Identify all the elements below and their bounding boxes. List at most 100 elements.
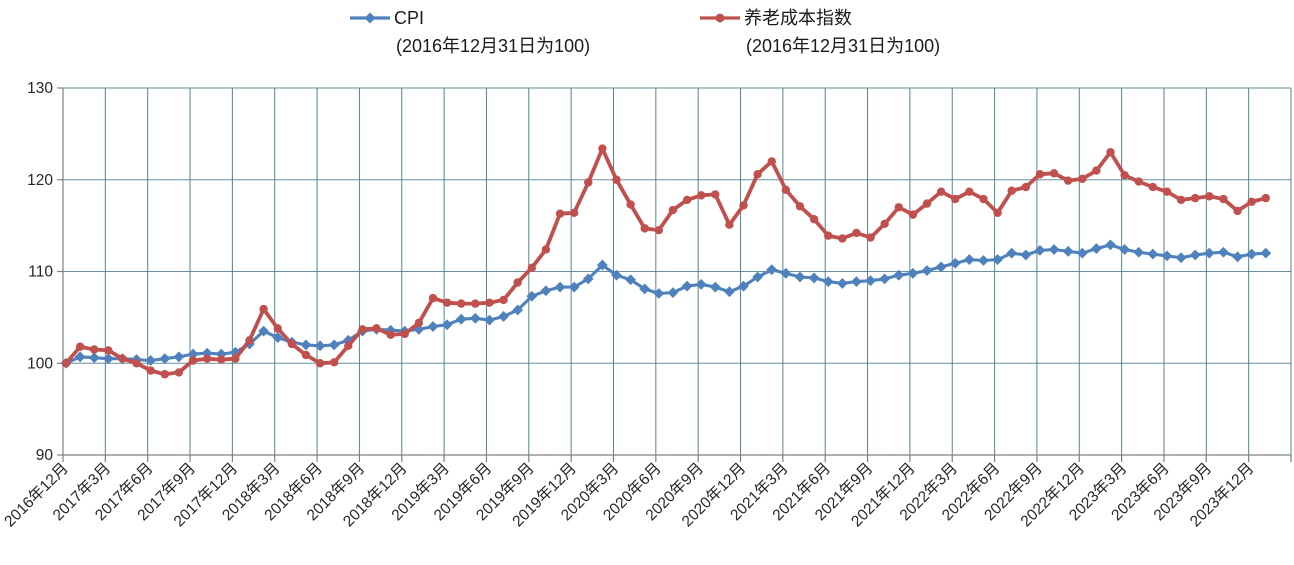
pension-data-point [739, 201, 748, 210]
cpi-data-point [469, 312, 481, 324]
x-axis-labels: 2016年12月2017年3月2017年6月2017年9月2017年12月201… [1, 459, 1258, 530]
cpi-data-point [582, 273, 594, 285]
cpi-data-point [709, 281, 721, 293]
pension-data-point [838, 234, 847, 243]
pension-data-point [682, 195, 692, 205]
cpi-data-point [1232, 251, 1243, 263]
pension-data-point [1247, 197, 1256, 206]
pension-data-point [866, 233, 875, 242]
cpi-data-point [328, 339, 340, 351]
pension-data-point [598, 144, 607, 153]
cpi-data-point [822, 276, 834, 287]
pension-data-point [696, 191, 706, 200]
pension-data-point [301, 350, 311, 360]
pension-data-point [527, 263, 536, 273]
pension-data-point [358, 325, 367, 334]
pension-data-point [993, 208, 1002, 217]
cpi-data-point [851, 276, 862, 287]
pension-data-point [711, 190, 720, 199]
pension-data-point [1233, 206, 1242, 216]
pension-data-point [372, 324, 381, 333]
cpi-data-point [498, 311, 509, 322]
cpi-data-point [74, 351, 86, 363]
pension-data-point [541, 245, 551, 254]
cpi-data-point [766, 264, 778, 276]
cpi-data-point [724, 286, 735, 298]
pension-data-point [471, 299, 480, 308]
pension-data-point [569, 208, 579, 217]
cpi-data-point [978, 255, 989, 266]
pension-data-point [626, 200, 635, 209]
gridlines [63, 87, 1292, 455]
pension-data-point [936, 187, 946, 196]
pension-data-point [499, 295, 508, 305]
pension-data-point [315, 359, 325, 368]
pension-data-point [414, 318, 424, 328]
cpi-data-point [145, 355, 157, 366]
pension-data-point [965, 187, 974, 196]
cpi-data-point [808, 272, 820, 284]
y-axis-tick-label: 120 [27, 172, 53, 189]
pension-data-point [104, 346, 113, 355]
pension-data-point [428, 293, 438, 303]
pension-data-point [1007, 186, 1016, 195]
pension-data-point [753, 170, 762, 179]
cpi-data-point [596, 259, 608, 271]
pension-data-point [329, 358, 339, 367]
pension-data-point [781, 185, 791, 195]
cpi-data-point [455, 313, 467, 325]
pension-data-point [273, 324, 282, 333]
pension-data-point [442, 298, 452, 307]
cpi-data-point [258, 325, 270, 337]
cpi-data-point [1119, 244, 1131, 255]
pension-data-point [824, 231, 833, 240]
cpi-data-point [272, 332, 284, 343]
pension-data-point [217, 355, 226, 364]
pension-data-point [795, 202, 805, 211]
cpi-data-point [173, 351, 185, 363]
cpi-data-point [1090, 243, 1102, 254]
cpi-data-point [780, 267, 792, 279]
pension-data-point [584, 178, 593, 187]
y-axis-tick-label: 110 [28, 264, 53, 281]
cpi-data-point [484, 314, 495, 326]
pension-data-point [400, 329, 409, 339]
cpi-data-point [836, 278, 848, 289]
pension-data-point [852, 228, 861, 238]
pension-data-point [555, 209, 565, 218]
pension-data-point [894, 203, 903, 212]
cpi-data-point [1076, 247, 1088, 259]
cpi-data-point [1020, 249, 1032, 261]
pension-data-point [1078, 174, 1087, 184]
cpi-data-point [568, 281, 580, 293]
cpi-data-point [921, 265, 933, 276]
cpi-data-point [159, 353, 171, 365]
cpi-data-point [1246, 248, 1258, 260]
pension-data-point [287, 339, 297, 349]
cpi-data-point [1105, 239, 1116, 251]
cpi-data-point [540, 285, 552, 297]
pension-data-point [612, 175, 621, 184]
cpi-data-point [639, 283, 651, 295]
pension-data-point [386, 330, 395, 340]
cpi-data-point [681, 280, 693, 292]
pension-data-point [951, 194, 960, 204]
cpi-data-point [1260, 247, 1272, 259]
pension-data-point [245, 336, 254, 345]
cpi-data-point [1147, 248, 1159, 260]
cpi-data-point [1161, 250, 1173, 262]
cpi-data-point [554, 281, 566, 293]
pension-data-point [485, 298, 494, 307]
cpi-data-point [1034, 244, 1046, 256]
cpi-data-point [653, 288, 665, 299]
cpi-data-point [625, 274, 636, 286]
pension-data-point [1063, 176, 1073, 185]
cpi-data-point [1189, 249, 1201, 261]
pension-data-point [809, 215, 819, 224]
cpi-data-point [1175, 252, 1187, 264]
pension-data-point [1162, 187, 1172, 196]
pension-data-point [1191, 193, 1200, 203]
pension-data-point [1176, 195, 1186, 205]
